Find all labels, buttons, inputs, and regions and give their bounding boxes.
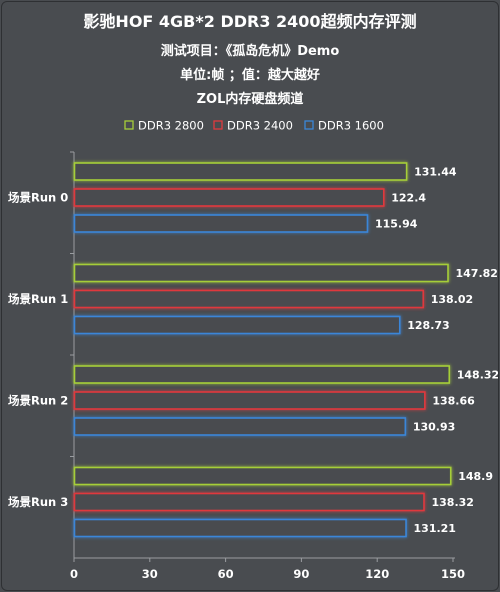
x-tick-label-4: 120 [365, 567, 389, 581]
data-label-s0-c1: 147.82 [455, 267, 497, 280]
bar-s1-c2 [73, 391, 426, 410]
data-label-s2-c3: 131.21 [414, 522, 456, 535]
x-tick-label-3: 90 [293, 567, 309, 581]
bar-s1-c1 [73, 289, 425, 309]
legend-label-0: DDR3 2800 [138, 119, 204, 133]
data-label-s2-c1: 128.73 [407, 319, 449, 332]
bar-s2-c3 [73, 518, 407, 538]
x-tick-label-2: 60 [218, 567, 234, 581]
category-label-1: 场景Run 1 [8, 292, 68, 306]
legend-swatch-2 [304, 120, 314, 130]
chart-subtitle-2: 单位:帧 ；值：越大越好 [180, 67, 320, 83]
plot-area: 0 30 60 90 120 150 场景Run 0 131.44 122.4 115.94 场景R… [8, 151, 499, 581]
category-label-0: 场景Run 0 [8, 191, 68, 205]
category-label-3: 场景Run 3 [8, 495, 68, 509]
data-label-s1-c0: 122.4 [391, 192, 426, 205]
bar-s2-c2 [73, 417, 407, 436]
data-label-s1-c3: 138.32 [431, 496, 473, 509]
legend: DDR3 2800 DDR3 2400 DDR3 1600 [124, 119, 384, 133]
chart-subtitle-3: ZOL内存硬盘频道 [197, 91, 304, 107]
x-tick-label-0: 0 [70, 567, 78, 581]
data-label-s0-c0: 131.44 [414, 166, 457, 179]
legend-swatch-1 [213, 120, 223, 130]
bar-s0-c0 [73, 162, 408, 181]
bar-s1-c0 [73, 188, 385, 207]
data-label-s2-c0: 115.94 [375, 218, 418, 231]
x-tick-label-1: 30 [142, 567, 158, 581]
category-label-2: 场景Run 2 [8, 394, 68, 408]
data-label-s1-c1: 138.02 [431, 293, 473, 306]
bar-s0-c3 [73, 466, 452, 486]
legend-label-1: DDR3 2400 [227, 119, 293, 133]
data-label-s0-c3: 148.9 [458, 470, 493, 483]
legend-label-2: DDR3 1600 [318, 119, 384, 133]
x-tick-label-5: 150 [441, 567, 465, 581]
data-label-s0-c2: 148.32 [457, 369, 499, 382]
bar-s0-c1 [73, 263, 449, 283]
chart-title: 影驰HOF 4GB*2 DDR3 2400超频内存评测 [83, 12, 416, 31]
bar-s2-c0 [73, 214, 369, 233]
chart-subtitle-1: 测试项目：《孤岛危机》Demo [161, 43, 340, 59]
bar-s1-c3 [73, 492, 425, 512]
data-label-s1-c2: 138.66 [432, 395, 475, 408]
bar-s2-c1 [73, 315, 401, 335]
data-label-s2-c2: 130.93 [413, 421, 455, 434]
bar-s0-c2 [73, 365, 451, 384]
legend-swatch-0 [124, 120, 134, 130]
